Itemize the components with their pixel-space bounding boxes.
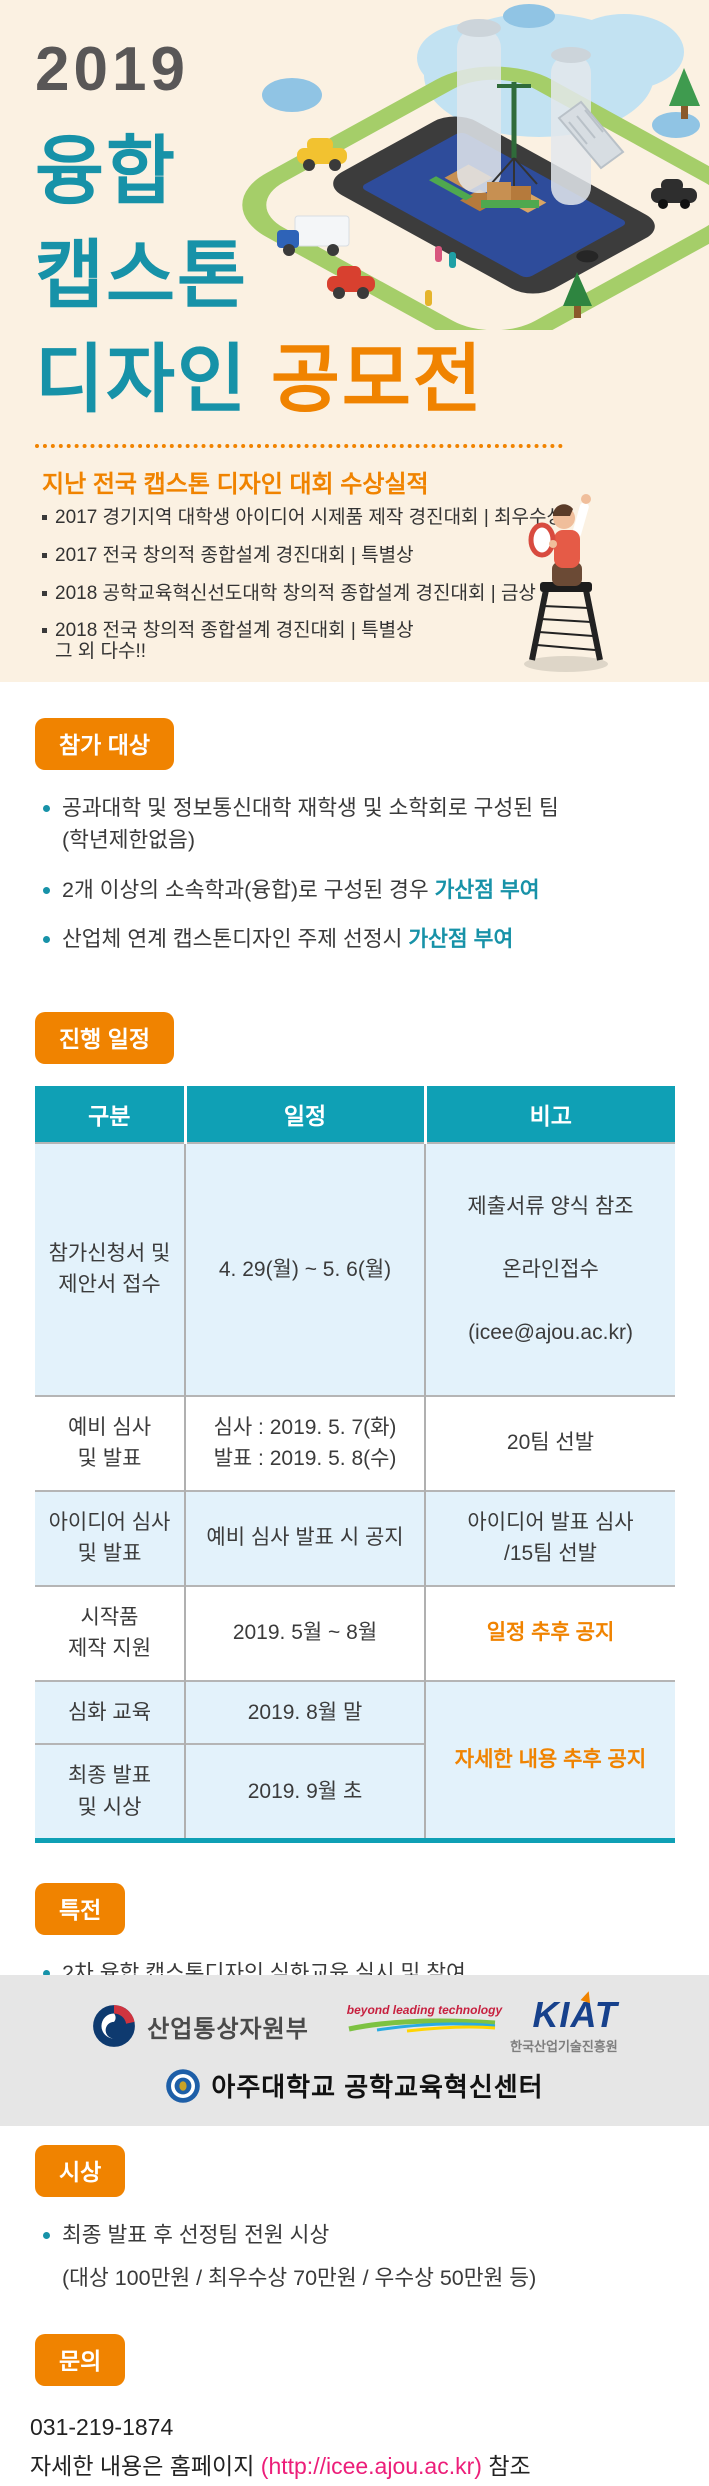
participants-item-text: 공과대학 및 정보통신대학 재학생 및 소학회로 구성된 팀 (학년제한없음) bbox=[62, 796, 559, 853]
kiat-logo-block: beyond leading technology KIAT 한국산업기술진흥원 bbox=[347, 1989, 618, 2055]
prize-item: 최종 발표 후 선정팀 전원 시상 bbox=[38, 2219, 675, 2251]
poster-title: 2019 융합 캡스톤 디자인 공모전 bbox=[35, 34, 484, 431]
homepage-link[interactable]: (http://icee.ajou.ac.kr) bbox=[260, 2453, 482, 2480]
cell-category: 최종 발표 및 시상 bbox=[35, 1743, 185, 1841]
title-line-3: 디자인 공모전 bbox=[35, 327, 484, 431]
ajou-emblem-icon bbox=[166, 2068, 201, 2103]
cell-note: 20팀 선발 bbox=[424, 1394, 675, 1491]
prize-list: 최종 발표 후 선정팀 전원 시상 bbox=[38, 2219, 675, 2251]
submission-email: (icee@ajou.ac.kr) bbox=[468, 1320, 633, 1344]
bonus-point-highlight: 가산점 부여 bbox=[434, 877, 540, 902]
footer-logos-row: 산업통상자원부 beyond leading technology KIAT 한… bbox=[0, 1975, 709, 2055]
title-year: 2019 bbox=[35, 35, 189, 104]
cell-category: 예비 심사 및 발표 bbox=[35, 1394, 185, 1491]
benefits-item: 2차 융합 캡스톤디자인 심화교육 실시 및 참여 bbox=[38, 1957, 675, 1989]
homepage-prefix: 자세한 내용은 홈페이지 bbox=[30, 2453, 261, 2480]
yellow-car-icon bbox=[297, 138, 347, 171]
isometric-smartphone-city-illustration bbox=[242, 4, 709, 330]
past-awards-heading: 지난 전국 캡스톤 디자인 대회 수상실적 bbox=[42, 471, 429, 498]
award-item: 2018 전국 창의적 종합설계 경진대회 | 특별상 bbox=[40, 619, 564, 643]
cell-date: 2019. 8월 말 bbox=[184, 1679, 425, 1744]
footer-ajou-row: 아주대학교 공학교육혁신센터 bbox=[0, 2067, 709, 2104]
cell-note: 아이디어 발표 심사 /15팀 선발 bbox=[424, 1489, 675, 1586]
hero-section: 2019 융합 캡스톤 디자인 공모전 지난 전국 캡스톤 디자인 대회 수상실… bbox=[0, 0, 709, 682]
contact-phone: 031-219-1874 bbox=[30, 2414, 174, 2441]
motie-logo-block: 산업통상자원부 bbox=[91, 2003, 309, 2049]
participants-item: 산업체 연계 캡스톤디자인 주제 선정시 가산점 부여 bbox=[38, 923, 675, 955]
cell-category: 심화 교육 bbox=[35, 1679, 185, 1744]
cell-category: 참가신청서 및 제안서 접수 bbox=[35, 1142, 185, 1396]
kiat-swoosh-icon bbox=[348, 2018, 495, 2033]
cell-note-highlight: 일정 추후 공지 bbox=[424, 1584, 675, 1681]
participants-item-text: 2개 이상의 소속학과(융합)로 구성된 경우 bbox=[62, 877, 435, 902]
red-car-icon bbox=[327, 266, 375, 299]
schedule-badge: 진행 일정 bbox=[35, 1012, 175, 1064]
kiat-wordmark: KIAT bbox=[532, 1989, 618, 2035]
contact-homepage-line: 자세한 내용은 홈페이지 (http://icee.ajou.ac.kr) 참조 bbox=[30, 2447, 709, 2486]
cell-date: 2019. 5월 ~ 8월 bbox=[184, 1584, 425, 1681]
contact-badge: 문의 bbox=[35, 2334, 126, 2387]
award-item: 2018 공학교육혁신선도대학 창의적 종합설계 경진대회 | 금상 bbox=[40, 582, 564, 606]
tree-icon bbox=[563, 272, 592, 318]
prize-detail-text: (대상 100만원 / 최우수상 70만원 / 우수상 50만원 등) bbox=[62, 2266, 537, 2290]
tree-icon bbox=[669, 68, 700, 119]
participants-list: 공과대학 및 정보통신대학 재학생 및 소학회로 구성된 팀 (학년제한없음) … bbox=[38, 792, 675, 955]
kiat-tagline-block: beyond leading technology bbox=[347, 2003, 502, 2033]
participants-item: 2개 이상의 소속학과(융합)로 구성된 경우 가산점 부여 bbox=[38, 874, 675, 906]
note-line: 온라인접수 bbox=[502, 1257, 599, 1281]
past-awards-list: 2017 경기지역 대학생 아이디어 시제품 제작 경진대회 | 최우수상 20… bbox=[40, 506, 564, 657]
title-line-2: 캡스톤 bbox=[35, 233, 249, 317]
participants-item: 공과대학 및 정보통신대학 재학생 및 소학회로 구성된 팀 (학년제한없음) bbox=[38, 792, 675, 857]
megaphone-person-illustration bbox=[524, 494, 608, 672]
title-line-1: 융합 bbox=[35, 129, 178, 213]
schedule-row: 심화 교육 2019. 8월 말 자세한 내용 추후 공지 bbox=[35, 1679, 675, 1841]
schedule-row: 아이디어 심사 및 발표 예비 심사 발표 시 공지 아이디어 발표 심사 /1… bbox=[35, 1489, 675, 1586]
cell-category: 시작품 제작 지원 bbox=[35, 1584, 185, 1681]
black-car-icon bbox=[651, 179, 697, 209]
cell-category: 아이디어 심사 및 발표 bbox=[35, 1489, 185, 1586]
cell-note-highlight: 자세한 내용 추후 공지 bbox=[424, 1679, 675, 1841]
schedule-row: 최종 발표 및 시상 2019. 9월 초 bbox=[35, 1743, 675, 1841]
note-line: 제출서류 양식 참조 bbox=[467, 1194, 634, 1218]
cell-date: 심사 : 2019. 5. 7(화) 발표 : 2019. 5. 8(수) bbox=[184, 1394, 425, 1491]
cell-note: 제출서류 양식 참조 온라인접수 (icee@ajou.ac.kr) bbox=[424, 1142, 675, 1396]
schedule-row: 예비 심사 및 발표 심사 : 2019. 5. 7(화) 발표 : 2019.… bbox=[35, 1394, 675, 1491]
participants-badge: 참가 대상 bbox=[35, 718, 175, 770]
dotted-divider bbox=[35, 444, 563, 448]
cell-date: 2019. 9월 초 bbox=[184, 1743, 425, 1841]
footer: 산업통상자원부 beyond leading technology KIAT 한… bbox=[0, 1975, 709, 2126]
kiat-name-block: KIAT 한국산업기술진흥원 bbox=[510, 1989, 618, 2055]
award-item: 2017 전국 창의적 종합설계 경진대회 | 특별상 bbox=[40, 544, 564, 568]
column-header-note: 비고 bbox=[423, 1086, 675, 1143]
awards-more-text: 그 외 다수!! bbox=[55, 641, 147, 662]
cell-date: 예비 심사 발표 시 공지 bbox=[184, 1489, 425, 1586]
schedule-table: 구분 일정 비고 참가신청서 및 제안서 접수 4. 29(월) ~ 5. 6(… bbox=[35, 1086, 675, 1843]
schedule-header-row: 구분 일정 비고 bbox=[35, 1086, 675, 1143]
participants-item-text: 산업체 연계 캡스톤디자인 주제 선정시 bbox=[62, 926, 409, 951]
title-contest: 공모전 bbox=[270, 337, 484, 421]
cell-date: 4. 29(월) ~ 5. 6(월) bbox=[184, 1142, 425, 1396]
kiat-korean-name: 한국산업기술진흥원 bbox=[510, 2039, 618, 2054]
title-design: 디자인 bbox=[35, 337, 249, 421]
award-item: 2017 경기지역 대학생 아이디어 시제품 제작 경진대회 | 최우수상 bbox=[40, 506, 564, 530]
motie-label: 산업통상자원부 bbox=[147, 2015, 309, 2043]
contact-info: 031-219-1874 자세한 내용은 홈페이지 (http://icee.a… bbox=[30, 2408, 709, 2486]
prize-badge: 시상 bbox=[35, 2144, 126, 2197]
bonus-point-highlight: 가산점 부여 bbox=[408, 926, 514, 951]
blue-truck-icon bbox=[277, 215, 350, 256]
schedule-row: 참가신청서 및 제안서 접수 4. 29(월) ~ 5. 6(월) 제출서류 양… bbox=[35, 1142, 675, 1396]
motie-taegeuk-icon bbox=[93, 2005, 136, 2047]
kiat-name-text: KIAT bbox=[532, 1994, 618, 2035]
schedule-row: 시작품 제작 지원 2019. 5월 ~ 8월 일정 추후 공지 bbox=[35, 1584, 675, 1681]
column-header-category: 구분 bbox=[35, 1086, 185, 1143]
ajou-center-label: 아주대학교 공학교육혁신센터 bbox=[211, 2072, 544, 2102]
column-header-date: 일정 bbox=[183, 1086, 425, 1143]
benefits-badge: 특전 bbox=[35, 1883, 126, 1935]
kiat-tagline: beyond leading technology bbox=[346, 2003, 503, 2017]
homepage-suffix: 참조 bbox=[481, 2453, 531, 2480]
